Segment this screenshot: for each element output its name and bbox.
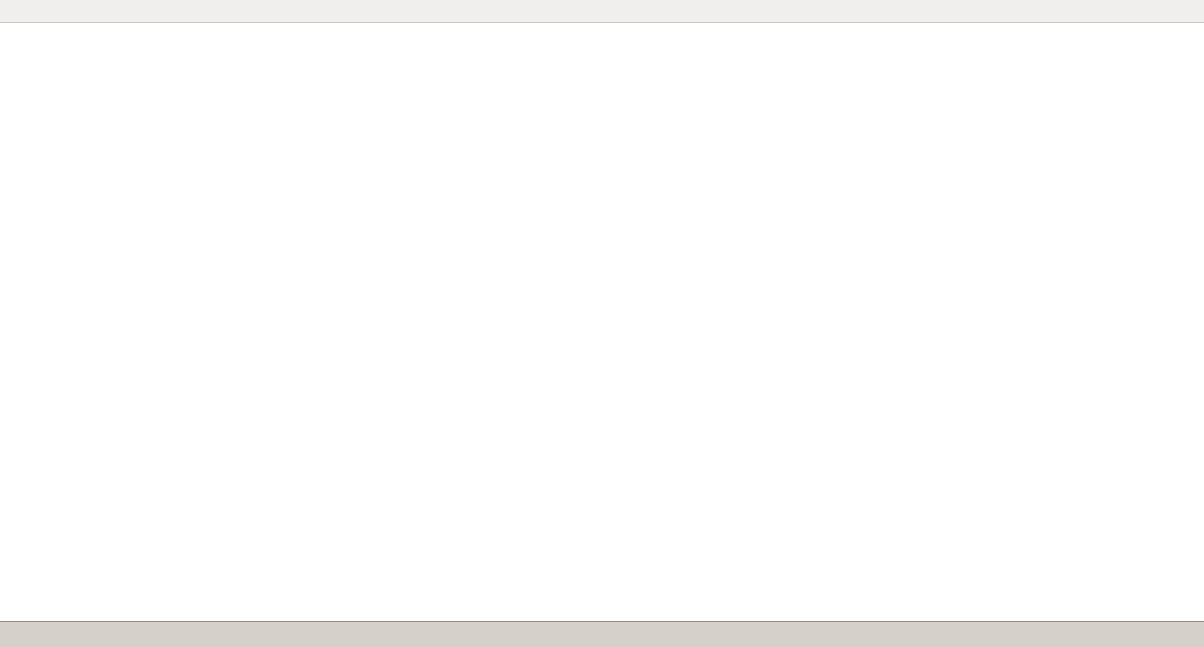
symbol-tabbar bbox=[0, 621, 1204, 647]
timeframe-toolbar bbox=[0, 0, 1204, 23]
chart-title bbox=[7, 30, 12, 42]
